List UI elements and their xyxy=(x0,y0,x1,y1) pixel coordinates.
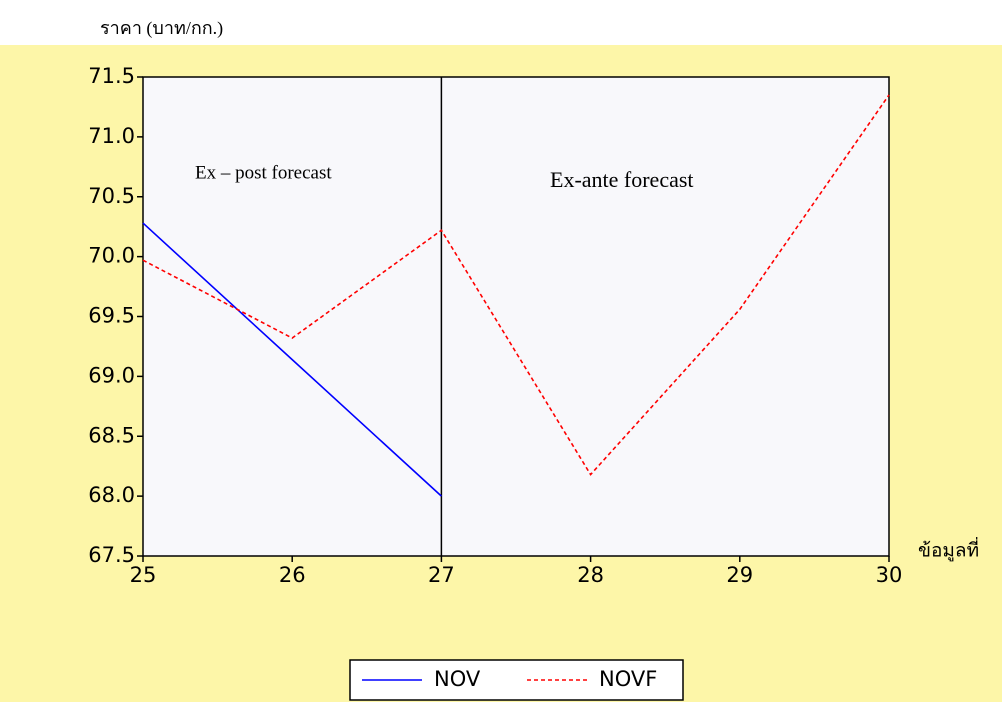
x-tick-label: 30 xyxy=(876,563,903,587)
y-tick-label: 68.5 xyxy=(88,423,135,447)
y-tick-label: 71.5 xyxy=(88,64,135,88)
x-tick-label: 27 xyxy=(428,563,455,587)
y-tick-label: 71.0 xyxy=(88,124,135,148)
y-tick-label: 67.5 xyxy=(88,543,135,567)
x-tick-label: 26 xyxy=(279,563,306,587)
y-axis-label: ราคา (บาท/กก.) xyxy=(100,18,223,39)
annotation: Ex-ante forecast xyxy=(550,167,694,192)
y-tick-label: 70.5 xyxy=(88,184,135,208)
x-axis-label: ข้อมูลที่ xyxy=(918,536,979,561)
legend-label: NOV xyxy=(434,667,481,691)
x-tick-label: 29 xyxy=(726,563,753,587)
chart: ราคา (บาท/กก.) ข้อมูลที่ Ex – post forec… xyxy=(0,0,1002,702)
y-tick-label: 69.0 xyxy=(88,363,135,387)
y-tick-label: 70.0 xyxy=(88,244,135,268)
y-tick-label: 68.0 xyxy=(88,483,135,507)
plot-area xyxy=(143,77,889,556)
x-tick-label: 28 xyxy=(577,563,604,587)
y-tick-label: 69.5 xyxy=(88,304,135,328)
x-tick-label: 25 xyxy=(130,563,157,587)
annotation: Ex – post forecast xyxy=(195,162,332,183)
legend-label: NOVF xyxy=(599,667,657,691)
